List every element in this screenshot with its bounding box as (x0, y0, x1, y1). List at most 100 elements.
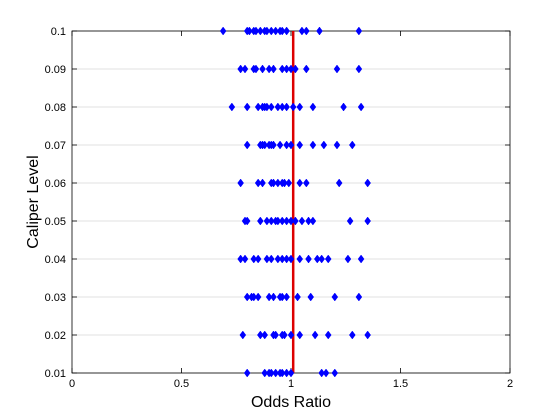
data-point (331, 368, 339, 378)
y-tick-label: 0.05 (45, 216, 66, 228)
data-point (320, 140, 328, 150)
x-tick-label: 0 (69, 378, 75, 390)
data-point (357, 102, 365, 112)
y-tick-label: 0.06 (45, 178, 66, 190)
data-point (289, 102, 297, 112)
data-point (303, 64, 310, 74)
data-point (219, 26, 227, 36)
y-tick-label: 0.02 (45, 330, 66, 342)
data-point (318, 368, 325, 378)
data-point (243, 102, 251, 112)
data-point (274, 254, 282, 264)
data-point (309, 140, 317, 150)
data-point (272, 330, 279, 340)
y-tick-label: 0.07 (45, 140, 66, 152)
y-axis-title: Caliper Level (25, 155, 42, 248)
data-point (274, 102, 282, 112)
x-tick-label: 2 (507, 378, 513, 390)
data-point (292, 216, 299, 226)
data-point (283, 216, 290, 226)
data-point (257, 330, 264, 340)
data-point (283, 292, 290, 302)
data-point (241, 254, 249, 264)
y-tick-label: 0.01 (45, 368, 66, 380)
data-point (349, 140, 356, 150)
data-point (246, 26, 253, 36)
data-point (265, 292, 273, 302)
data-point (303, 26, 310, 36)
data-point (259, 178, 266, 188)
data-point (309, 216, 317, 226)
data-point (267, 254, 275, 264)
data-point (309, 102, 317, 112)
x-tick-label: 1.5 (393, 378, 408, 390)
data-point (228, 102, 236, 112)
data-point (265, 64, 273, 74)
x-tick-label: 0.5 (174, 378, 189, 390)
y-tick-label: 0.04 (45, 254, 66, 266)
data-point (303, 178, 310, 188)
data-point (278, 254, 286, 264)
data-point (333, 140, 341, 150)
data-point (313, 254, 321, 264)
data-point (287, 368, 295, 378)
data-point (346, 216, 354, 226)
data-point (250, 254, 258, 264)
data-point (261, 368, 269, 378)
data-point (276, 140, 284, 150)
data-point (324, 254, 332, 264)
data-point (331, 292, 339, 302)
data-point (281, 178, 288, 188)
data-point (270, 292, 277, 302)
data-point (324, 330, 332, 340)
x-axis-title: Odds Ratio (251, 394, 331, 411)
tick-labels: 0.01 0.02 0.03 0.04 0.05 0.06 0.07 0.08 0.09 0.1 0… (45, 26, 513, 390)
data-point (243, 292, 251, 302)
data-point (287, 216, 295, 226)
data-point (322, 368, 330, 378)
data-point (296, 140, 304, 150)
data-point (243, 216, 251, 226)
data-point (283, 26, 290, 36)
data-point (237, 64, 244, 74)
data-point (257, 26, 264, 36)
data-point (355, 292, 363, 302)
y-tick-label: 0.08 (45, 102, 66, 114)
data-point (311, 330, 319, 340)
data-point (250, 292, 258, 302)
data-point (267, 368, 275, 378)
data-point (274, 178, 282, 188)
data-point (283, 254, 290, 264)
data-point (239, 330, 247, 340)
data-point (278, 292, 286, 302)
data-point (263, 102, 271, 112)
data-point (254, 102, 262, 112)
data-point (274, 216, 282, 226)
data-point (283, 102, 290, 112)
x-tick-label: 1 (288, 378, 294, 390)
data-point (305, 254, 312, 264)
data-point (263, 216, 271, 226)
data-point (281, 330, 288, 340)
y-tick-label: 0.03 (45, 292, 66, 304)
data-point (278, 368, 286, 378)
data-point (267, 26, 275, 36)
data-point (333, 64, 341, 74)
data-point (357, 254, 365, 264)
data-point (263, 26, 271, 36)
data-point (261, 330, 269, 340)
data-point (272, 368, 279, 378)
data-point (340, 102, 347, 112)
y-tick-label: 0.1 (51, 26, 66, 38)
data-point (278, 216, 286, 226)
plot-area (72, 31, 510, 373)
data-point (278, 102, 286, 112)
data-point (292, 64, 299, 74)
data-point (278, 26, 286, 36)
data-point (257, 216, 264, 226)
data-point (237, 178, 244, 188)
data-point (278, 64, 286, 74)
data-point (283, 368, 290, 378)
y-tick-label: 0.09 (45, 64, 66, 76)
